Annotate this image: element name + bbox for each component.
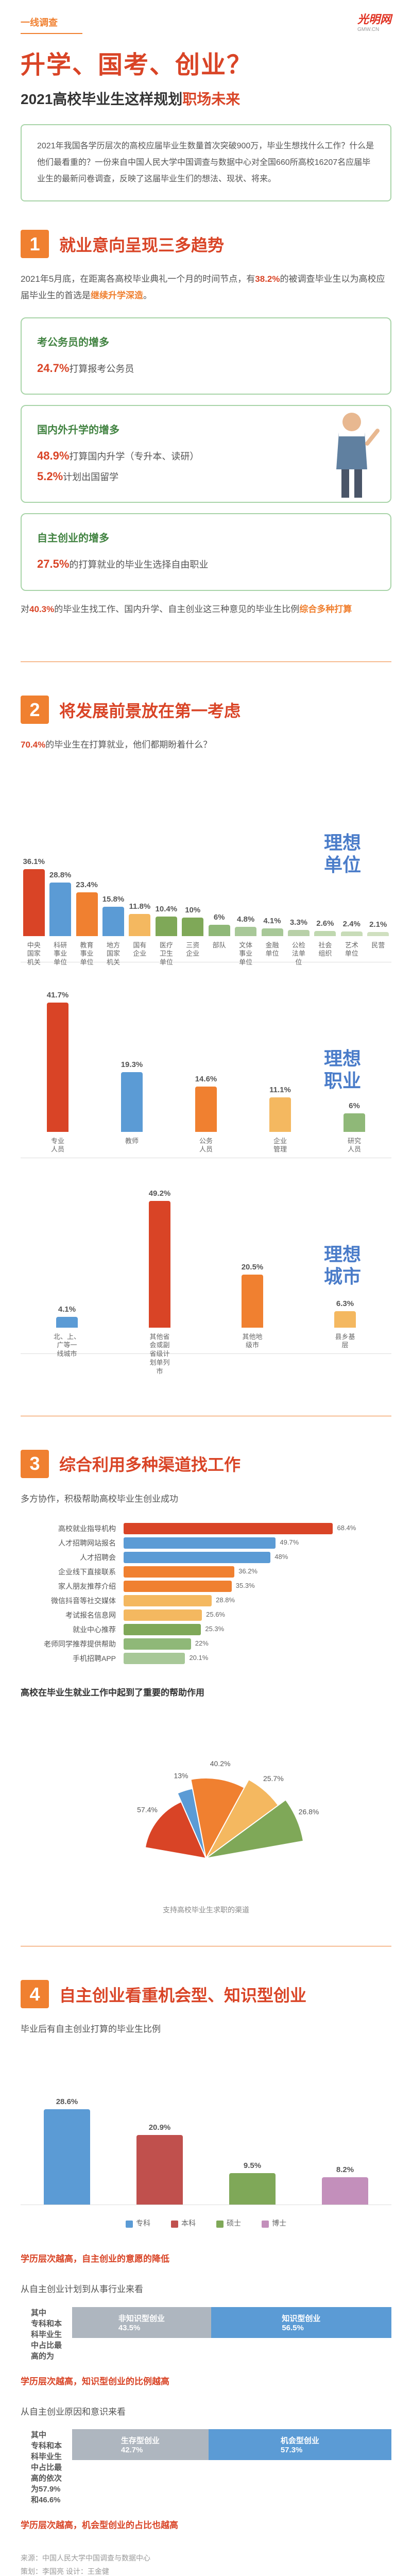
- svg-text:26.8%: 26.8%: [299, 1808, 319, 1816]
- svg-text:25.7%: 25.7%: [263, 1774, 284, 1783]
- main-title: 升学、国考、创业？: [21, 44, 391, 80]
- ideal-unit-chart: 36.1%中央 国家 机关28.8%科研 事业 单位23.4%教育 事业 单位1…: [21, 767, 391, 993]
- trend-title: 自主创业的增多: [37, 530, 375, 545]
- note-3: 学历层次越高，机会型创业的占比也越高: [21, 2518, 391, 2531]
- s1-para2: 对40.3%的毕业生找工作、国内升学、自主创业这三种意见的毕业生比例综合多种打算: [21, 601, 391, 618]
- section-4-content: 毕业后有自主创业打算的毕业生比例 28.6%20.9%9.5%8.2% 专科本科…: [0, 2021, 412, 2576]
- s4-lead: 毕业后有自主创业打算的毕业生比例: [21, 2021, 391, 2038]
- note-2: 学历层次越高，知识型创业的比例越高: [21, 2374, 391, 2387]
- s2-lead: 70.4%的毕业生在打算就业，他们都期盼着什么？: [21, 737, 391, 753]
- s4-bar-chart: 28.6%20.9%9.5%8.2% 专科本科硕士博士: [21, 2050, 391, 2239]
- section-num: 3: [21, 1450, 49, 1478]
- trend-item: 5.2%计划出国留学: [37, 466, 313, 487]
- section-4-head: 4 自主创业看重机会型、知识型创业: [0, 1962, 412, 2021]
- section-3-content: 多方协作，积极帮助高校毕业生创业成功 高校就业指导机构68.4%人才招聘网站报名…: [0, 1491, 412, 1931]
- section-title: 自主创业看重机会型、知识型创业: [59, 1982, 306, 2006]
- flags-1: 其中 专科和本 科毕业生 中占比最 高的为非知识型创业 43.5%知识型创业 5…: [21, 2307, 391, 2361]
- person-icon: [323, 408, 380, 500]
- source: 来源：中国人民大学中国调查与数据中心 策划：李国亮 设计：王金健: [21, 2551, 391, 2576]
- trend-item: 27.5%的打算就业的毕业生选择自由职业: [37, 554, 375, 574]
- trend-box-1: 考公务员的增多 24.7%打算报考公务员: [21, 317, 391, 395]
- pie-container: 57.4% 13% 40.2% 25.7% 26.8%: [21, 1714, 391, 1910]
- section-num: 4: [21, 1980, 49, 2008]
- section-2-head: 2 将发展前景放在第一考虑: [0, 677, 412, 737]
- intro-box: 2021年我国各学历层次的高校应届毕业生数量首次突破900万，毕业生想找什么工作…: [21, 124, 391, 201]
- section-num: 2: [21, 696, 49, 724]
- trend-item: 48.9%打算国内升学（专升本、读研）: [37, 446, 313, 466]
- trend-item: 24.7%打算报考公务员: [37, 358, 375, 379]
- header: 一线调查 光明网GMW.CN 升学、国考、创业？ 2021高校毕业生这样规划职场…: [0, 0, 412, 212]
- infographic-page: 一线调查 光明网GMW.CN 升学、国考、创业？ 2021高校毕业生这样规划职场…: [0, 0, 412, 2576]
- section-3-head: 3 综合利用多种渠道找工作: [0, 1432, 412, 1491]
- svg-text:57.4%: 57.4%: [137, 1806, 158, 1814]
- s4-legend: 专科本科硕士博士: [21, 2218, 391, 2228]
- trend-title: 国内外升学的增多: [37, 421, 313, 436]
- section-title: 综合利用多种渠道找工作: [59, 1452, 241, 1476]
- s1-para1: 2021年5月底，在距离各高校毕业典礼一个月的时间节点，有38.2%的被调查毕业…: [21, 271, 391, 304]
- ideal-city-chart: 4.1%北、上、 广等一 线城市49.2%其他省 会或副 省级计 划单列 市20…: [21, 1189, 391, 1385]
- survey-tag: 一线调查: [21, 15, 391, 29]
- section-1-content: 2021年5月底，在距离各高校毕业典礼一个月的时间节点，有38.2%的被调查毕业…: [0, 271, 412, 646]
- channels-chart: 高校就业指导机构68.4%人才招聘网站报名49.7%人才招聘会48%企业线下直接…: [21, 1523, 391, 1664]
- svg-text:40.2%: 40.2%: [210, 1759, 231, 1768]
- pie-title: 高校在毕业生就业工作中起到了重要的帮助作用: [21, 1685, 391, 1701]
- flags-2: 其中 专科和本 科毕业生 中占比最 高的依次 为57.9% 和46.6%生存型创…: [21, 2429, 391, 2505]
- section-1-head: 1 就业意向呈现三多趋势: [0, 212, 412, 271]
- pie-chart: 57.4% 13% 40.2% 25.7% 26.8%: [90, 1730, 322, 1894]
- trend-box-2: 国内外升学的增多 48.9%打算国内升学（专升本、读研） 5.2%计划出国留学: [21, 405, 391, 503]
- note-1: 学历层次越高，自主创业的意愿的降低: [21, 2251, 391, 2264]
- s3-lead: 多方协作，积极帮助高校毕业生创业成功: [21, 1491, 391, 1507]
- section-title: 就业意向呈现三多趋势: [59, 232, 224, 256]
- trend-title: 考公务员的增多: [37, 334, 375, 349]
- logo: 光明网GMW.CN: [357, 10, 391, 32]
- section-title: 将发展前景放在第一考虑: [59, 698, 241, 722]
- sub-head-1: 从自主创业计划到从事行业来看: [21, 2282, 391, 2296]
- sub-head-2: 从自主创业原因和意识来看: [21, 2405, 391, 2419]
- ideal-occupation-chart: 41.7%专业 人员19.3%教师14.6%公务 人员11.1%企业 管理6%研…: [21, 993, 391, 1189]
- sub-title: 2021高校毕业生这样规划职场未来: [21, 88, 391, 109]
- trend-box-3: 自主创业的增多 27.5%的打算就业的毕业生选择自由职业: [21, 513, 391, 591]
- section-2-content: 70.4%的毕业生在打算就业，他们都期盼着什么？ 36.1%中央 国家 机关28…: [0, 737, 412, 1400]
- survey-line: [21, 33, 82, 34]
- svg-text:13%: 13%: [174, 1772, 188, 1780]
- section-num: 1: [21, 230, 49, 258]
